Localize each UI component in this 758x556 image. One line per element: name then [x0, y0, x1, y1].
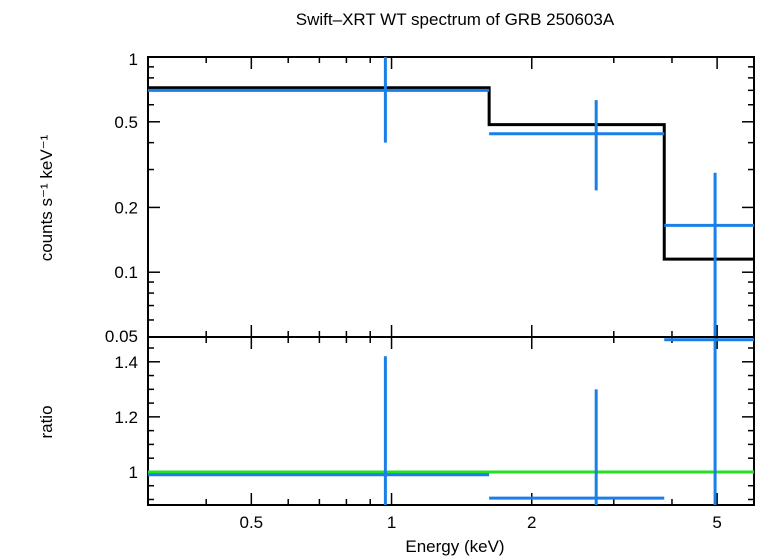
spectrum-y-tick-label: 0.1: [114, 263, 138, 282]
spectrum-y-axis-label: counts s⁻¹ keV⁻¹: [37, 134, 56, 261]
x-tick-label: 0.5: [240, 513, 264, 532]
plot-layer: 1 0.5 0.2 0.1 0.05 1.4 1.2 1 0.5 1 2 5: [105, 50, 755, 532]
x-tick-label: 2: [527, 513, 536, 532]
spectrum-y-tick-label: 0.05: [105, 327, 138, 346]
x-tick-label: 5: [712, 513, 721, 532]
spectrum-y-tick-label: 0.2: [114, 198, 138, 217]
spectrum-y-tick-label: 1: [129, 50, 138, 69]
spectrum-model-step: [148, 86, 754, 261]
x-axis-label: Energy (keV): [405, 537, 504, 556]
ratio-y-tick-label: 1: [129, 463, 138, 482]
ratio-y-tick-label: 1.2: [114, 408, 138, 427]
ratio-y-axis-label: ratio: [37, 405, 56, 438]
ratio-y-tick-label: 1.4: [114, 353, 138, 372]
x-tick-label: 1: [387, 513, 396, 532]
ratio-frame: [147, 336, 755, 506]
spectrum-y-tick-label: 0.5: [114, 113, 138, 132]
chart-title: Swift–XRT WT spectrum of GRB 250603A: [296, 10, 615, 29]
